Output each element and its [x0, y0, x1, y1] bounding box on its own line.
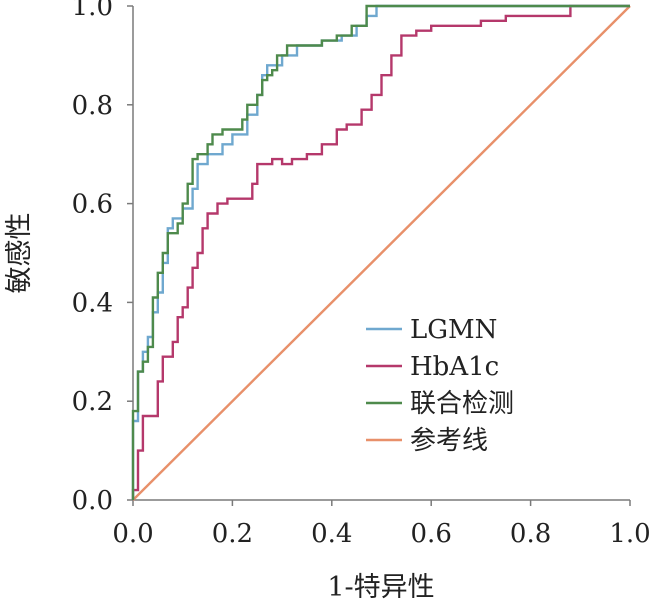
x-tick-label: 0.4 [311, 519, 352, 549]
y-tick-label: 0.6 [72, 190, 113, 220]
series-line-2 [131, 4, 630, 500]
legend-label: HbA1c [410, 352, 499, 382]
legend-label: 参考线 [410, 426, 488, 456]
y-ticks: 0.0 0.2 0.4 0.6 0.8 1.0 [72, 0, 133, 516]
y-tick-label: 0.0 [72, 486, 113, 516]
x-tick-label: 1.0 [609, 519, 650, 549]
y-tick-label: 0.2 [72, 387, 113, 417]
plot-area: 0.0 0.2 0.4 0.6 0.8 1.0 0.0 0.2 0.4 0.6 0.8 1.0 [72, 0, 651, 549]
legend-label: LGMN [410, 315, 497, 345]
x-tick-label: 0.2 [212, 519, 253, 549]
x-tick-label: 0.6 [411, 519, 452, 549]
series-layer [131, 4, 631, 501]
y-tick-label: 0.8 [72, 91, 113, 121]
x-tick-label: 0.0 [112, 519, 153, 549]
x-tick-label: 0.8 [510, 519, 551, 549]
y-tick-label: 1.0 [72, 0, 113, 22]
series-line-1 [131, 4, 630, 500]
y-axis-title: 敏感性 [4, 213, 35, 294]
x-axis-title: 1-特异性 [327, 572, 434, 603]
y-tick-label: 0.4 [72, 288, 113, 318]
x-ticks: 0.0 0.2 0.4 0.6 0.8 1.0 [112, 500, 651, 549]
series-line-3 [132, 5, 631, 501]
legend-label: 联合检测 [410, 389, 514, 419]
